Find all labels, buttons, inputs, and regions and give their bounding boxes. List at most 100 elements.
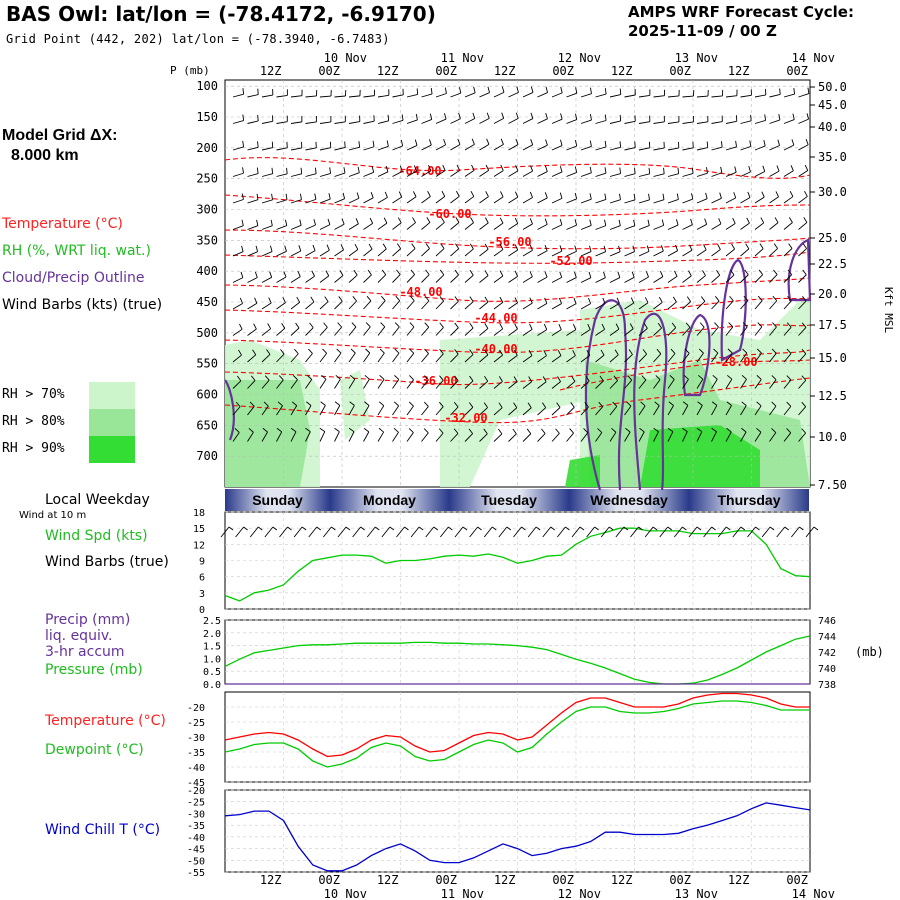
wind-barb [392, 217, 402, 230]
isotherm-label: -60.00 [428, 207, 471, 221]
wind-barb-flag [349, 374, 356, 380]
wind-barb-flag [309, 322, 314, 328]
wind-barb [624, 88, 636, 98]
wind-barb-flag [263, 401, 269, 407]
wind-barb-flag [285, 219, 288, 226]
wind-barb-flag [612, 401, 618, 407]
wind-barb-staff [305, 379, 313, 389]
wind-barb-flag [444, 87, 447, 94]
wind-barb-staff [305, 95, 317, 98]
wind-barb [783, 113, 795, 124]
wind-barb [276, 219, 288, 230]
wind-barb [290, 375, 298, 389]
wind-barb-staff [754, 171, 765, 177]
bottom-time-tick: 00Z [318, 873, 340, 887]
wind-barb-flag [513, 376, 518, 382]
wind-barb [479, 112, 490, 124]
wind-barb-flag [341, 218, 345, 225]
surface-wind-barb [352, 526, 365, 538]
wind-barb [595, 271, 606, 283]
wind-barb-flag [667, 427, 674, 433]
wind-barb-flag [542, 376, 547, 382]
wind-barb [479, 164, 490, 177]
wind-barb [537, 218, 548, 230]
wind-barb [725, 295, 734, 310]
wind-barb-staff [421, 353, 429, 363]
wind-barb-staff [406, 248, 416, 257]
wind-barb [580, 297, 592, 310]
wind-barb-flag [801, 428, 806, 434]
surface-barb-staff [352, 526, 361, 538]
wind-barb-staff [769, 432, 777, 442]
wind-barb-staff [537, 144, 548, 151]
wind-barb [508, 376, 518, 389]
wind-barb-staff [653, 405, 660, 416]
wind-barb [247, 297, 258, 310]
wind-barb-flag [313, 219, 316, 226]
wind-barb-staff [754, 274, 764, 283]
wind-barb [551, 376, 561, 389]
precip-tick-label: 0.5 [203, 667, 221, 678]
wind-barb [435, 401, 444, 416]
wind-barb [609, 297, 620, 310]
wind-barb [696, 270, 706, 283]
wind-barb-staff [740, 248, 750, 257]
wind-barb-staff [537, 355, 547, 363]
time-axes: 12Z12Z00Z00Z12Z12Z00Z00Z12Z12Z00Z00Z12Z1… [260, 51, 835, 900]
wind-barb-staff [798, 118, 809, 124]
wind-barb-staff [232, 225, 244, 230]
wind-barb-flag [454, 296, 459, 302]
wind-barb-staff [537, 118, 548, 124]
isotherm-line [559, 359, 811, 391]
bottom-time-tick: 00Z [669, 873, 691, 887]
surface-barb-flag [740, 526, 746, 531]
wind-barb-staff [290, 173, 302, 177]
wind-barb [493, 164, 504, 177]
wind-barb [682, 296, 692, 310]
panel-tick-label: -30 [187, 733, 205, 744]
wind-barb-staff [392, 300, 401, 310]
wind-barb-staff [653, 121, 665, 124]
wind-barb [740, 322, 748, 336]
wind-barb [363, 322, 371, 336]
wind-barb [798, 428, 806, 442]
wind-barb-flag [715, 296, 720, 302]
wind-barb [479, 217, 489, 230]
wind-barb-flag [660, 271, 664, 277]
surface-barb-flag [477, 526, 482, 531]
wind-barb [334, 167, 346, 177]
wind-barb [769, 139, 780, 151]
wind-barb-staff [682, 224, 693, 230]
wind-barb [290, 427, 297, 442]
wind-barb [479, 375, 489, 389]
wind-barb-staff [682, 147, 694, 151]
wind-barb [348, 269, 358, 283]
wind-barb-staff [653, 199, 665, 204]
wind-barb-staff [276, 431, 283, 442]
wind-barb [493, 244, 504, 257]
surface-wind-barb [542, 526, 556, 538]
wind-barb-flag [671, 322, 677, 328]
wind-barb-staff [740, 431, 747, 442]
wind-barb [261, 427, 268, 442]
wind-barb-staff [638, 199, 650, 204]
wind-barb [232, 401, 241, 416]
wind-barb-staff [537, 223, 548, 230]
wind-barb-staff [261, 276, 272, 283]
wind-barb [450, 428, 459, 442]
wind-barb-staff [696, 352, 704, 363]
wind-barb-flag [560, 113, 563, 120]
wind-barb [798, 243, 807, 257]
wind-barb [653, 167, 665, 177]
wind-barb-flag [400, 139, 404, 146]
wind-barb [450, 243, 460, 257]
wind-barb-staff [682, 173, 694, 177]
surface-barb-flag [652, 526, 658, 531]
surface-wind-barb [264, 526, 278, 538]
wind-barb-staff [638, 225, 650, 230]
wind-barb-flag [286, 167, 288, 174]
wind-barb [783, 269, 793, 283]
wind-barb-flag [735, 140, 737, 147]
wind-barb [450, 349, 459, 363]
wind-barb-staff [464, 327, 474, 336]
